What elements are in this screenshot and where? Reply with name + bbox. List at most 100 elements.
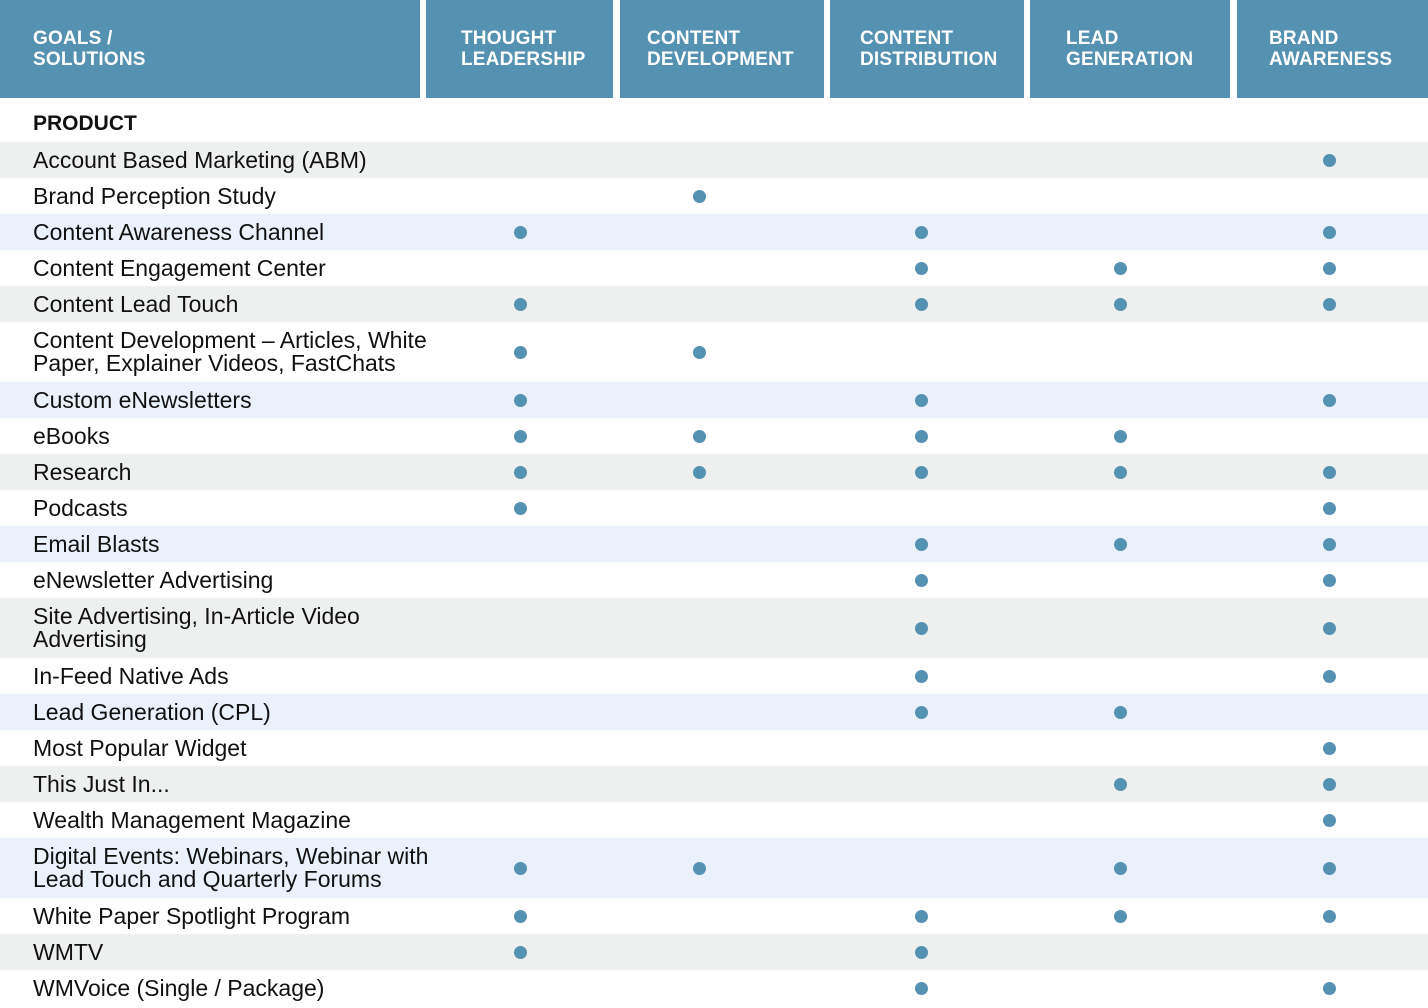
table-row: This Just In...: [0, 766, 1428, 802]
column-header-content-distribution: CONTENT DISTRIBUTION: [830, 0, 1024, 98]
dot-thought-leadership: [513, 945, 527, 959]
table-row: Wealth Management Magazine: [0, 802, 1428, 838]
dot-brand-awareness: [1322, 501, 1336, 515]
dot-content-development: [692, 861, 706, 875]
table-row: In-Feed Native Ads: [0, 658, 1428, 694]
dot-brand-awareness: [1322, 537, 1336, 551]
product-label: eNewsletter Advertising: [33, 566, 274, 593]
product-label: Wealth Management Magazine: [33, 806, 351, 833]
table-row: Content Development – Articles, White Pa…: [0, 322, 1428, 382]
column-header-lead-generation: LEAD GENERATION: [1030, 0, 1230, 98]
product-label: Account Based Marketing (ABM): [33, 146, 367, 173]
dot-lead-generation: [1113, 705, 1127, 719]
table-row: Email Blasts: [0, 526, 1428, 562]
table-row: Content Awareness Channel: [0, 214, 1428, 250]
table-header: GOALS / SOLUTIONS THOUGHT LEADERSHIP CON…: [0, 0, 1428, 98]
dot-thought-leadership: [513, 297, 527, 311]
product-label: Most Popular Widget: [33, 734, 247, 761]
product-label: Email Blasts: [33, 530, 160, 557]
product-label: White Paper Spotlight Program: [33, 902, 351, 929]
dot-brand-awareness: [1322, 297, 1336, 311]
dot-content-distribution: [914, 225, 928, 239]
dot-content-distribution: [914, 465, 928, 479]
dot-brand-awareness: [1322, 621, 1336, 635]
dot-brand-awareness: [1322, 741, 1336, 755]
dot-content-distribution: [914, 393, 928, 407]
table-row: Site Advertising, In-Article Video Adver…: [0, 598, 1428, 658]
product-label: This Just In...: [33, 770, 170, 797]
product-label: In-Feed Native Ads: [33, 662, 229, 689]
table-row: WMVoice (Single / Package): [0, 970, 1428, 1006]
dot-brand-awareness: [1322, 669, 1336, 683]
dot-lead-generation: [1113, 537, 1127, 551]
product-label: Site Advertising, In-Article Video Adver…: [33, 603, 360, 652]
product-label: Brand Perception Study: [33, 182, 276, 209]
table-row: eNewsletter Advertising: [0, 562, 1428, 598]
table-row: Podcasts: [0, 490, 1428, 526]
dot-lead-generation: [1113, 429, 1127, 443]
dot-thought-leadership: [513, 393, 527, 407]
dot-content-distribution: [914, 981, 928, 995]
dot-content-distribution: [914, 297, 928, 311]
product-label: Content Development – Articles, White Pa…: [33, 327, 427, 376]
dot-brand-awareness: [1322, 465, 1336, 479]
dot-thought-leadership: [513, 429, 527, 443]
dot-lead-generation: [1113, 297, 1127, 311]
column-label: CONTENT DEVELOPMENT: [647, 28, 794, 70]
product-label: Research: [33, 458, 132, 485]
dot-thought-leadership: [513, 345, 527, 359]
table-row: WMTV: [0, 934, 1428, 970]
product-label: eBooks: [33, 422, 110, 449]
table-row: Content Engagement Center: [0, 250, 1428, 286]
column-header-brand-awareness: BRAND AWARENESS: [1237, 0, 1428, 98]
column-label: THOUGHT LEADERSHIP: [461, 28, 586, 70]
table-row: Lead Generation (CPL): [0, 694, 1428, 730]
column-label: CONTENT DISTRIBUTION: [860, 28, 998, 70]
corner-header-cell: GOALS / SOLUTIONS: [0, 0, 420, 98]
dot-brand-awareness: [1322, 225, 1336, 239]
product-label: Lead Generation (CPL): [33, 698, 271, 725]
product-label: Content Lead Touch: [33, 290, 239, 317]
product-label: Content Engagement Center: [33, 254, 326, 281]
dot-brand-awareness: [1322, 861, 1336, 875]
product-label: Digital Events: Webinars, Webinar with L…: [33, 843, 429, 892]
corner-label: GOALS / SOLUTIONS: [33, 28, 146, 70]
product-label: Custom eNewsletters: [33, 386, 252, 413]
table-row: Most Popular Widget: [0, 730, 1428, 766]
dot-content-distribution: [914, 669, 928, 683]
dot-lead-generation: [1113, 861, 1127, 875]
dot-content-distribution: [914, 261, 928, 275]
column-label: BRAND AWARENESS: [1269, 28, 1393, 70]
dot-content-distribution: [914, 705, 928, 719]
table-row: Digital Events: Webinars, Webinar with L…: [0, 838, 1428, 898]
dot-brand-awareness: [1322, 261, 1336, 275]
table-row: White Paper Spotlight Program: [0, 898, 1428, 934]
column-label: LEAD GENERATION: [1066, 28, 1194, 70]
dot-lead-generation: [1113, 465, 1127, 479]
dot-brand-awareness: [1322, 573, 1336, 587]
section-title: PRODUCT: [33, 111, 137, 135]
dot-content-distribution: [914, 429, 928, 443]
dot-content-distribution: [914, 621, 928, 635]
column-header-content-development: CONTENT DEVELOPMENT: [620, 0, 824, 98]
column-header-thought-leadership: THOUGHT LEADERSHIP: [426, 0, 613, 98]
dot-brand-awareness: [1322, 981, 1336, 995]
table-row: Research: [0, 454, 1428, 490]
product-label: Content Awareness Channel: [33, 218, 325, 245]
table-row: Account Based Marketing (ABM): [0, 142, 1428, 178]
dot-brand-awareness: [1322, 153, 1336, 167]
product-label: WMVoice (Single / Package): [33, 974, 325, 1001]
dot-content-development: [692, 189, 706, 203]
table-row: Content Lead Touch: [0, 286, 1428, 322]
dot-thought-leadership: [513, 465, 527, 479]
dot-thought-leadership: [513, 861, 527, 875]
dot-brand-awareness: [1322, 777, 1336, 791]
dot-content-development: [692, 429, 706, 443]
dot-brand-awareness: [1322, 813, 1336, 827]
table-row: Custom eNewsletters: [0, 382, 1428, 418]
table-row: Brand Perception Study: [0, 178, 1428, 214]
dot-thought-leadership: [513, 501, 527, 515]
dot-thought-leadership: [513, 909, 527, 923]
dot-content-distribution: [914, 537, 928, 551]
